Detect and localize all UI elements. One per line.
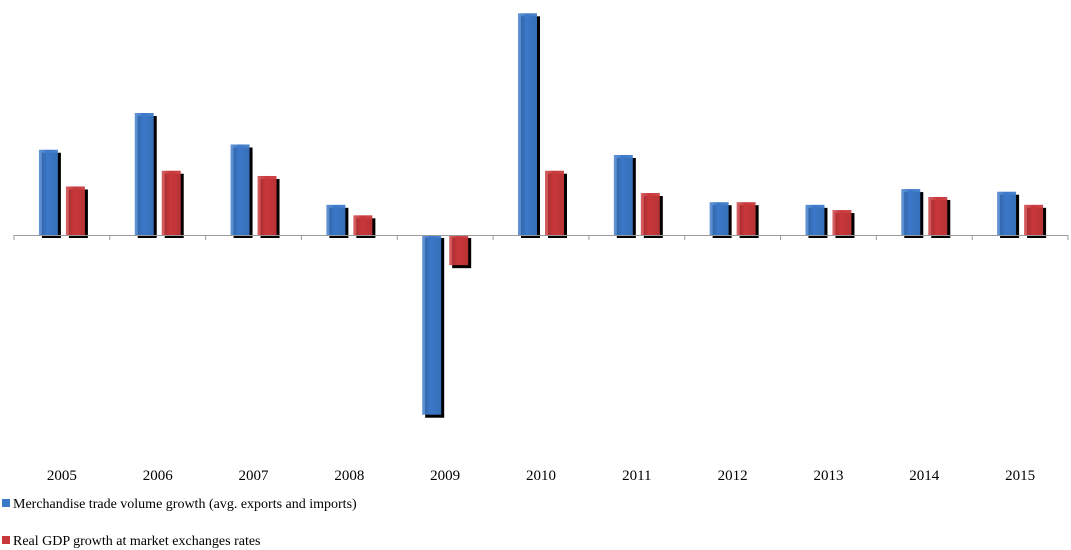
- x-tick-label-2007: 2007: [239, 468, 270, 484]
- bar-trade-2015: [997, 191, 1017, 235]
- bar-gdp-2013: [832, 210, 852, 235]
- bar-trade-2011: [613, 154, 633, 235]
- x-tick-label-2015: 2015: [1005, 468, 1035, 484]
- bar-gdp-2010: [545, 170, 564, 235]
- bar-trade-2014: [901, 189, 921, 235]
- bar-gdp-2006: [161, 170, 181, 235]
- bar-trade-2009: [422, 235, 442, 415]
- bar-gdp-2012: [736, 202, 756, 235]
- bar-gdp-2007: [257, 175, 277, 235]
- x-tick-label-2008: 2008: [334, 468, 364, 484]
- bar-gdp-2011: [640, 193, 660, 235]
- bar-gdp-2005: [65, 186, 85, 235]
- x-tick-label-2005: 2005: [47, 468, 77, 484]
- x-axis: [13, 235, 1069, 240]
- bar-trade-2005: [38, 149, 58, 235]
- x-tick-label-2012: 2012: [718, 468, 748, 484]
- x-tick-labels: 2005 2006 2007 2008 2009 2010 2011 2012 2013 2014…: [47, 468, 1035, 484]
- x-tick-label-2013: 2013: [813, 468, 843, 484]
- legend-swatch-gdp: [2, 536, 10, 544]
- bar-trade-2010: [518, 13, 537, 235]
- legend-label-gdp: Real GDP growth at market exchanges rate…: [13, 534, 261, 549]
- x-tick-label-2014: 2014: [909, 468, 940, 484]
- x-tick-label-2011: 2011: [622, 468, 651, 484]
- bar-trade-2013: [805, 204, 825, 235]
- bar-trade-2012: [709, 202, 729, 235]
- bars-layer: [38, 13, 1047, 418]
- bar-trade-2007: [230, 144, 250, 235]
- bar-gdp-2009: [449, 235, 469, 266]
- legend-swatch-trade: [2, 499, 10, 507]
- legend: Merchandise trade volume growth (avg. ex…: [2, 497, 357, 549]
- bar-gdp-2008: [353, 215, 373, 235]
- bar-trade-2006: [134, 113, 154, 235]
- legend-label-trade: Merchandise trade volume growth (avg. ex…: [13, 497, 357, 512]
- bar-gdp-2014: [928, 196, 948, 235]
- x-tick-label-2010: 2010: [526, 468, 556, 484]
- bar-gdp-2015: [1024, 204, 1044, 235]
- bar-trade-2008: [326, 204, 346, 235]
- x-tick-label-2006: 2006: [143, 468, 174, 484]
- x-tick-label-2009: 2009: [430, 468, 460, 484]
